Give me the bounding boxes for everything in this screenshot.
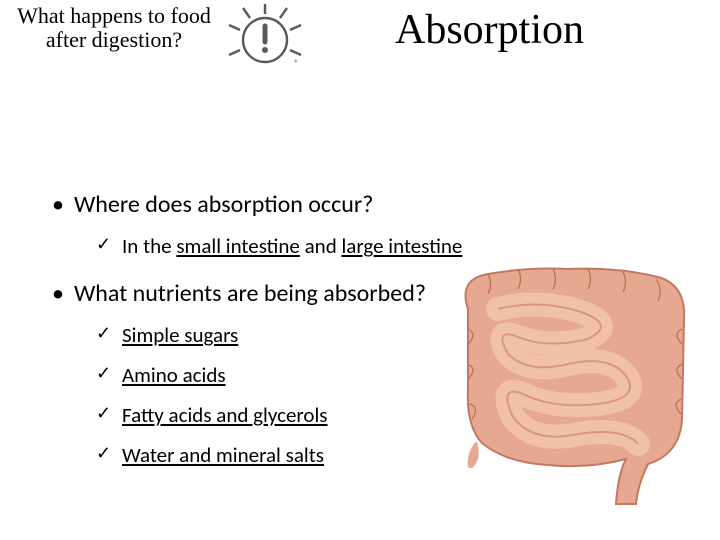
ray-icon	[229, 25, 240, 30]
answer-underline: small intestine	[176, 233, 300, 259]
ray-icon	[290, 25, 301, 30]
subtitle: What happens to food after digestion?	[4, 4, 224, 52]
intestine-illustration	[438, 249, 708, 514]
question-1: Where does absorption occur?	[42, 190, 720, 219]
ray-icon	[229, 50, 240, 55]
slide-header: What happens to food after digestion? ® …	[0, 0, 720, 80]
registered-mark: ®	[294, 58, 299, 69]
subtitle-line2: after digestion?	[46, 27, 182, 52]
brainpop-icon: ®	[222, 0, 308, 75]
slide-title: Absorption	[395, 6, 584, 54]
answer-underline: Amino acids	[122, 362, 226, 388]
answer-mid: and	[300, 233, 342, 259]
answer-underline: Water and mineral salts	[122, 442, 324, 468]
appendix	[468, 441, 479, 468]
answer-underline: Simple sugars	[122, 322, 238, 348]
answer-underline: Fatty acids and glycerols	[122, 402, 328, 428]
subtitle-line1: What happens to food	[17, 3, 211, 28]
ray-icon	[290, 50, 301, 55]
ray-icon	[280, 8, 287, 18]
exclaim-dot	[262, 47, 268, 53]
answer-prefix: In the	[122, 233, 176, 259]
ray-icon	[243, 8, 250, 18]
